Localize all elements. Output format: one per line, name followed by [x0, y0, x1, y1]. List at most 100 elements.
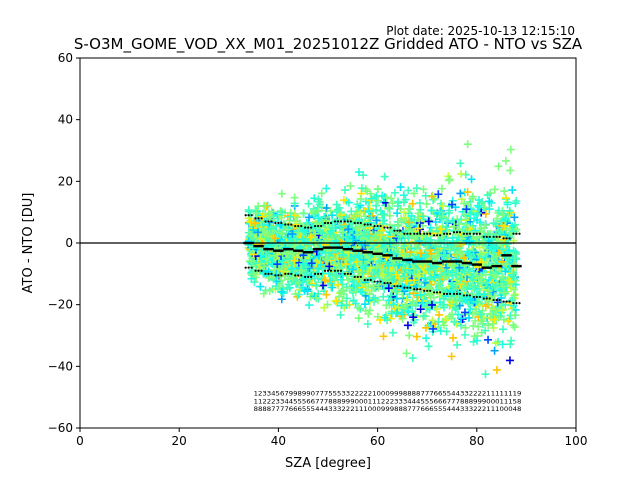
- scatter-point: [370, 254, 379, 263]
- scatter-point: [394, 221, 403, 230]
- scatter-point: [305, 280, 314, 289]
- upper-std-marker: [319, 224, 323, 228]
- mean-marker: [293, 249, 296, 252]
- scatter-point: [504, 247, 513, 256]
- scatter-point: [398, 272, 407, 281]
- scatter-point: [342, 294, 351, 303]
- scatter-point: [462, 220, 471, 229]
- scatter-point: [484, 297, 493, 306]
- upper-std-marker: [280, 221, 283, 225]
- scatter-point: [246, 218, 255, 227]
- scatter-point: [502, 226, 511, 235]
- scatter-point: [472, 269, 481, 278]
- lower-std-marker: [423, 289, 426, 292]
- lower-std-marker: [247, 266, 250, 269]
- scatter-point: [504, 276, 513, 285]
- upper-std-marker: [419, 232, 422, 235]
- scatter-point: [359, 255, 368, 264]
- mean-marker: [469, 261, 473, 265]
- scatter-point: [320, 303, 329, 312]
- scatter-point: [394, 303, 403, 312]
- lower-std-marker: [267, 272, 270, 275]
- lower-std-marker: [396, 285, 399, 288]
- scatter-point: [501, 194, 510, 203]
- scatter-point: [340, 221, 349, 230]
- scatter-point: [498, 340, 507, 349]
- scatter-point: [440, 273, 449, 282]
- scatter-point: [253, 228, 262, 237]
- scatter-point: [339, 250, 348, 259]
- scatter-point: [332, 296, 341, 305]
- scatter-point: [277, 295, 286, 304]
- lower-std-marker: [363, 278, 366, 282]
- mean-marker: [491, 264, 494, 268]
- scatter-point: [247, 257, 256, 266]
- scatter-point: [508, 222, 517, 231]
- scatter-point: [364, 296, 373, 305]
- lower-std-marker: [250, 266, 253, 269]
- lower-std-marker: [442, 292, 446, 295]
- lower-std-marker: [482, 297, 485, 300]
- mean-marker: [451, 260, 455, 263]
- scatter-point: [328, 224, 337, 233]
- scatter-point: [291, 211, 300, 220]
- scatter-point: [299, 277, 308, 286]
- lower-std-marker: [379, 280, 382, 283]
- mean-marker: [354, 249, 357, 252]
- scatter-point: [382, 193, 391, 202]
- scatter-point: [296, 219, 305, 228]
- scatter-point: [478, 317, 487, 326]
- scatter-point: [391, 309, 400, 318]
- x-tick-label: 100: [565, 434, 588, 448]
- upper-std-marker: [254, 217, 257, 220]
- scatter-point: [499, 325, 508, 334]
- scatter-point: [335, 212, 344, 221]
- scatter-point: [399, 191, 408, 200]
- scatter-point: [372, 216, 381, 225]
- scatter-point: [511, 254, 520, 263]
- x-tick-label: 80: [469, 434, 484, 448]
- scatter-point: [441, 268, 450, 277]
- upper-std-marker: [396, 229, 399, 232]
- mean-marker: [372, 252, 375, 255]
- upper-std-marker: [270, 220, 273, 223]
- mean-marker: [453, 260, 457, 263]
- mean-marker: [428, 260, 431, 263]
- scatter-point: [457, 169, 466, 178]
- scatter-point: [365, 297, 374, 306]
- mean-marker: [318, 247, 322, 251]
- scatter-point: [284, 224, 293, 233]
- lower-std-marker: [416, 288, 419, 291]
- scatter-point: [433, 227, 442, 236]
- scatter-point: [259, 289, 268, 298]
- scatter-point: [386, 291, 395, 300]
- scatter-point: [267, 223, 276, 232]
- scatter-point: [364, 309, 373, 318]
- scatter-point: [390, 188, 399, 197]
- scatter-point: [452, 249, 461, 258]
- scatter-point: [499, 209, 508, 218]
- scatter-point: [396, 277, 405, 286]
- scatter-point: [491, 339, 500, 348]
- scatter-point: [457, 237, 466, 246]
- scatter-point: [360, 300, 369, 309]
- mean-marker: [497, 264, 500, 268]
- lower-std-marker: [439, 291, 442, 294]
- scatter-point: [412, 184, 421, 193]
- scatter-point: [430, 273, 439, 282]
- scatter-point: [401, 213, 410, 222]
- scatter-point: [505, 206, 514, 215]
- scatter-point: [415, 237, 424, 246]
- mean-marker: [400, 257, 403, 260]
- upper-std-marker: [416, 232, 419, 235]
- count-label-row: 1233456799899077755533222221000999888877…: [254, 391, 522, 398]
- scatter-point: [426, 291, 435, 300]
- scatter-point: [418, 232, 427, 241]
- mean-marker: [430, 260, 433, 263]
- scatter-point: [432, 304, 441, 313]
- scatter-point: [450, 222, 459, 231]
- scatter-point: [366, 196, 375, 205]
- scatter-point: [380, 172, 389, 181]
- scatter-point: [427, 300, 436, 309]
- scatter-point: [501, 267, 510, 276]
